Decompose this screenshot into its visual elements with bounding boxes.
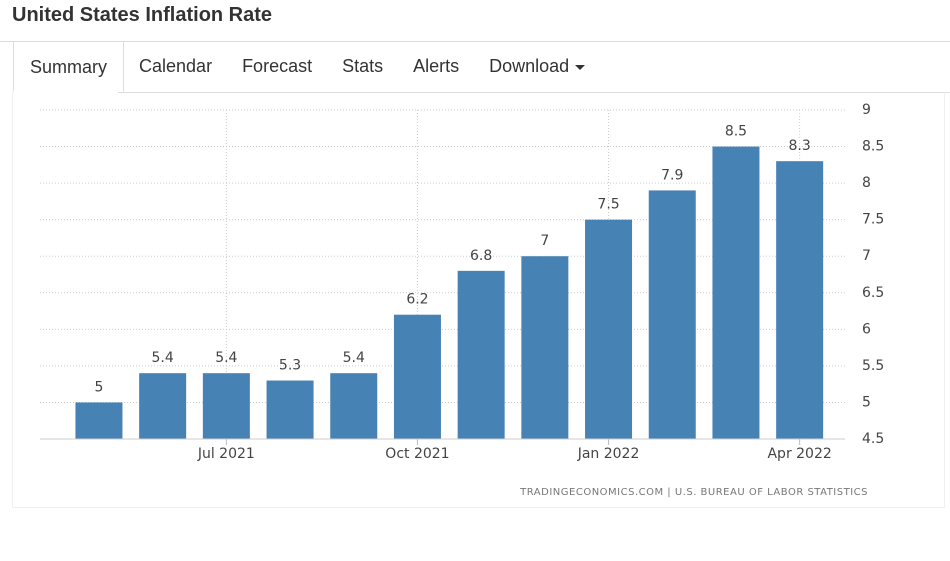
y-tick-label: 7.5 bbox=[862, 212, 884, 228]
data-label: 7.5 bbox=[597, 197, 619, 213]
bar bbox=[75, 402, 123, 439]
chart-panel bbox=[12, 92, 945, 508]
y-tick-label: 6 bbox=[862, 321, 871, 337]
y-tick-label: 7 bbox=[862, 248, 871, 264]
bar bbox=[393, 314, 441, 439]
source-note: TRADINGECONOMICS.COM | U.S. BUREAU OF LA… bbox=[519, 487, 868, 498]
bar bbox=[139, 373, 187, 439]
bar bbox=[585, 219, 633, 439]
y-tick-label: 6.5 bbox=[862, 285, 884, 301]
y-tick-label: 9 bbox=[862, 102, 871, 118]
data-label: 6.2 bbox=[406, 292, 428, 308]
page-title: United States Inflation Rate bbox=[12, 4, 273, 26]
x-tick-label: Jul 2021 bbox=[197, 446, 255, 462]
x-tick-label: Apr 2022 bbox=[767, 446, 831, 462]
data-label: 5.4 bbox=[215, 350, 237, 366]
y-tick-label: 4.5 bbox=[862, 431, 884, 447]
data-label: 5.4 bbox=[152, 350, 174, 366]
data-label: 5.4 bbox=[343, 350, 365, 366]
bar bbox=[457, 270, 505, 439]
y-tick-label: 5.5 bbox=[862, 358, 884, 374]
bar bbox=[202, 373, 250, 439]
bar bbox=[266, 380, 314, 439]
data-label: 7 bbox=[540, 233, 549, 249]
tab[interactable]: Stats bbox=[342, 56, 384, 76]
x-tick-label: Oct 2021 bbox=[385, 446, 449, 462]
data-label: 5 bbox=[94, 379, 103, 395]
y-tick-label: 8 bbox=[862, 175, 871, 191]
bar bbox=[330, 373, 378, 439]
data-label: 7.9 bbox=[661, 167, 683, 183]
bar bbox=[648, 190, 696, 439]
tab-bar: Summary Calendar Forecast Stats Alerts D… bbox=[13, 41, 600, 92]
data-label: 5.3 bbox=[279, 358, 301, 374]
tab[interactable]: Forecast bbox=[242, 56, 313, 76]
tab-label: Download bbox=[489, 56, 570, 76]
x-tick-label: Jan 2022 bbox=[577, 446, 640, 462]
y-tick-label: 8.5 bbox=[862, 139, 884, 155]
tab[interactable]: Calendar bbox=[139, 56, 213, 76]
divider bbox=[0, 41, 950, 42]
bar bbox=[712, 146, 760, 440]
divider bbox=[118, 92, 950, 93]
tab[interactable]: Summary bbox=[13, 41, 125, 92]
bar bbox=[521, 256, 569, 439]
bar bbox=[776, 161, 824, 439]
data-label: 6.8 bbox=[470, 248, 492, 264]
caret-icon bbox=[575, 64, 586, 70]
data-label: 8.5 bbox=[725, 124, 747, 140]
data-label: 8.3 bbox=[789, 138, 811, 154]
y-tick-label: 5 bbox=[862, 394, 871, 410]
tab-dropdown[interactable]: Download bbox=[474, 41, 600, 92]
tab[interactable]: Alerts bbox=[413, 56, 460, 76]
